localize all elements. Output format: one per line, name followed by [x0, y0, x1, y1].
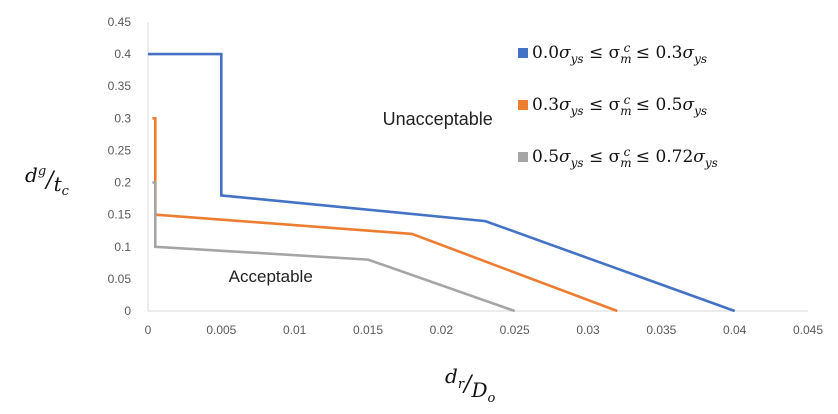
legend: 0.0σys ≤ σmc ≤ 0.3σys 0.3σys ≤ σmc ≤ 0.5σ…: [518, 41, 718, 170]
series-line-3: [152, 181, 516, 313]
legend-label-3: 0.5σys ≤ σmc ≤ 0.72σys: [532, 145, 718, 170]
y-tick-label: 0.2: [114, 176, 131, 190]
x-tick-label: 0.015: [353, 323, 383, 337]
y-tick-label: 0.05: [108, 272, 132, 286]
x-tick-label: 0.035: [646, 323, 676, 337]
axes: 0 0.05 0.1 0.15 0.2 0.25 0.3 0.35 0.4 0.45 0 0.005 0…: [108, 15, 824, 337]
x-tick-label: 0.03: [576, 323, 600, 337]
y-tick-label: 0.3: [114, 111, 131, 125]
legend-swatch-2: [518, 100, 528, 110]
axis-labels: dg/tc dr/Do: [25, 163, 496, 406]
legend-label-2: 0.3σys ≤ σmc ≤ 0.5σys: [532, 93, 707, 118]
legend-swatch-3: [518, 152, 528, 162]
y-tick-label: 0.15: [108, 208, 132, 222]
series-line-1: [148, 52, 736, 313]
x-tick-label: 0.005: [206, 323, 236, 337]
x-tick-label: 0.02: [430, 323, 454, 337]
annotations: Unacceptable Acceptable: [229, 109, 493, 286]
x-tick-label: 0.045: [793, 323, 823, 337]
legend-label-1: 0.0σys ≤ σmc ≤ 0.3σys: [532, 41, 707, 66]
y-tick-label: 0.35: [108, 79, 132, 93]
y-tick-label: 0.25: [108, 143, 132, 157]
acceptable-region-label: Acceptable: [229, 267, 313, 286]
x-tick-label: 0: [145, 323, 152, 337]
y-tick-label: 0.45: [108, 15, 132, 29]
legend-swatch-1: [518, 48, 528, 58]
x-tick-label: 0.01: [283, 323, 307, 337]
x-axis-label: dr/Do: [445, 364, 496, 406]
unacceptable-region-label: Unacceptable: [383, 109, 493, 129]
y-tick-label: 0.4: [114, 47, 131, 61]
y-tick-label: 0: [124, 304, 131, 318]
x-tick-label: 0.025: [500, 323, 530, 337]
x-tick-label: 0.04: [723, 323, 747, 337]
y-tick-label: 0.1: [114, 240, 131, 254]
series-layer: [148, 52, 736, 313]
y-axis-label: dg/tc: [25, 163, 70, 199]
